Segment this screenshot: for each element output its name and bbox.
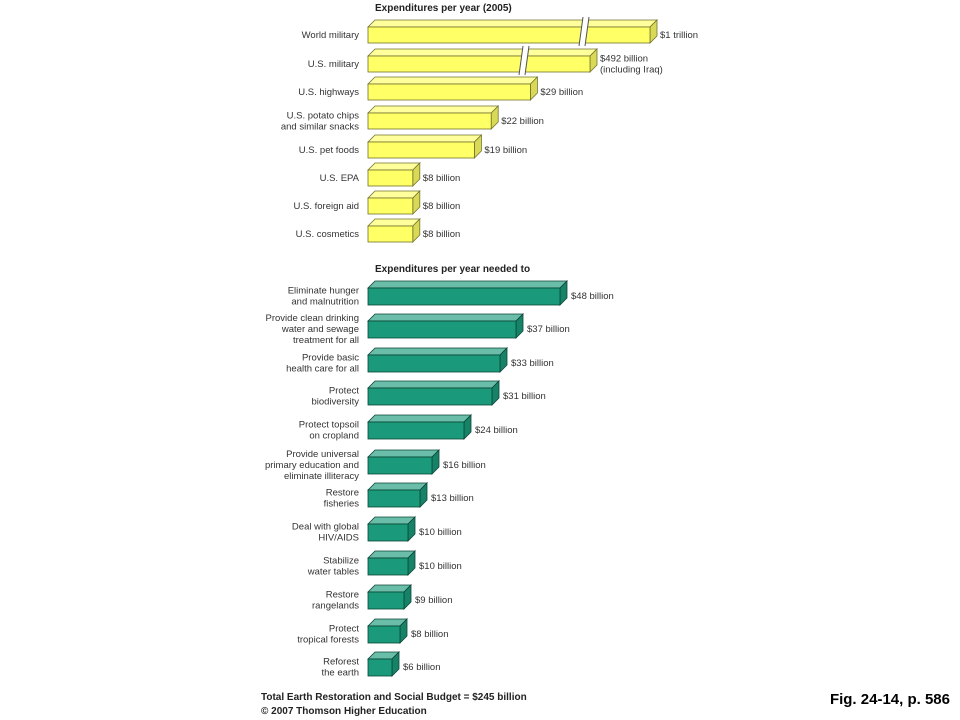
value-label-needed-3: $31 billion [503, 391, 546, 402]
value-label-current-3: $22 billion [501, 116, 544, 127]
axis-break-0-edge-left [578, 16, 584, 47]
bar-needed-5 [367, 449, 440, 475]
bar-current-7 [367, 218, 421, 243]
bar-current-3 [367, 105, 500, 130]
total-budget-note: Total Earth Restoration and Social Budge… [261, 692, 527, 703]
category-label-current-5: U.S. EPA [320, 173, 360, 184]
axis-break-0 [579, 17, 589, 46]
bar-needed-2 [367, 347, 508, 373]
figure-reference: Fig. 24-14, p. 586 [829, 691, 950, 708]
bar-current-5 [367, 162, 421, 187]
bar-current-2 [367, 76, 539, 101]
category-label-current-1: U.S. military [308, 59, 359, 70]
axis-break-1 [519, 46, 529, 75]
value-label-current-5: $8 billion [423, 173, 461, 184]
bar-needed-11 [367, 651, 400, 677]
category-label-needed-9: Restore rangelands [312, 590, 359, 612]
category-label-needed-11: Reforest the earth [322, 657, 360, 679]
category-label-needed-1: Provide clean drinking water and sewage tr… [266, 313, 359, 346]
bar-needed-6 [367, 482, 428, 508]
section1-title: Expenditures per year (2005) [375, 3, 512, 14]
bar-needed-0 [367, 280, 568, 306]
value-label-needed-2: $33 billion [511, 358, 554, 369]
value-label-current-6: $8 billion [423, 201, 461, 212]
category-label-needed-4: Protect topsoil on cropland [299, 420, 359, 442]
value-label-needed-8: $10 billion [419, 561, 462, 572]
value-label-current-7: $8 billion [423, 229, 461, 240]
category-label-current-6: U.S. foreign aid [294, 201, 359, 212]
category-label-needed-5: Provide universal primary education and el… [265, 449, 359, 482]
bar-current-0 [367, 19, 658, 44]
bar-needed-3 [367, 380, 500, 406]
section2-title: Expenditures per year needed to [375, 264, 530, 275]
value-label-needed-5: $16 billion [443, 460, 486, 471]
axis-break-1-edge-right [524, 45, 530, 76]
category-label-needed-10: Protect tropical forests [297, 624, 359, 646]
bar-needed-7 [367, 516, 416, 542]
copyright-note: © 2007 Thomson Higher Education [261, 706, 427, 717]
category-label-needed-3: Protect biodiversity [311, 386, 359, 408]
axis-break-1-edge-left [518, 45, 524, 76]
value-label-current-4: $19 billion [484, 145, 527, 156]
category-label-needed-7: Deal with global HIV/AIDS [292, 522, 359, 544]
value-label-needed-10: $8 billion [411, 629, 449, 640]
bar-needed-8 [367, 550, 416, 576]
category-label-needed-8: Stabilize water tables [307, 556, 359, 578]
bar-needed-10 [367, 618, 408, 644]
category-label-needed-0: Eliminate hunger and malnutrition [288, 286, 359, 308]
value-label-needed-6: $13 billion [431, 493, 474, 504]
bar-current-4 [367, 134, 483, 159]
value-label-needed-1: $37 billion [527, 324, 570, 335]
bar-needed-9 [367, 584, 412, 610]
category-label-current-0: World military [302, 30, 360, 41]
value-label-needed-7: $10 billion [419, 527, 462, 538]
bar-needed-1 [367, 313, 524, 339]
value-label-current-2: $29 billion [540, 87, 583, 98]
bar-current-6 [367, 190, 421, 215]
value-label-current-0: $1 trillion [660, 30, 698, 41]
value-label-needed-9: $9 billion [415, 595, 453, 606]
value-label-needed-0: $48 billion [571, 291, 614, 302]
category-label-current-7: U.S. cosmetics [296, 229, 360, 240]
chart: Expenditures per year (2005) World milita… [265, 3, 698, 679]
category-label-current-3: U.S. potato chips and similar snacks [281, 111, 359, 133]
axis-break-0-edge-right [584, 16, 590, 47]
category-label-current-4: U.S. pet foods [299, 145, 359, 156]
category-label-current-2: U.S. highways [298, 87, 359, 98]
value-label-needed-11: $6 billion [403, 662, 441, 673]
bar-needed-4 [367, 414, 472, 440]
value-label-needed-4: $24 billion [475, 425, 518, 436]
category-label-needed-6: Restore fisheries [324, 488, 360, 510]
value-label-current-1: $492 billion (including Iraq) [600, 54, 663, 76]
bar-current-1 [367, 48, 598, 73]
category-label-needed-2: Provide basic health care for all [286, 353, 359, 375]
